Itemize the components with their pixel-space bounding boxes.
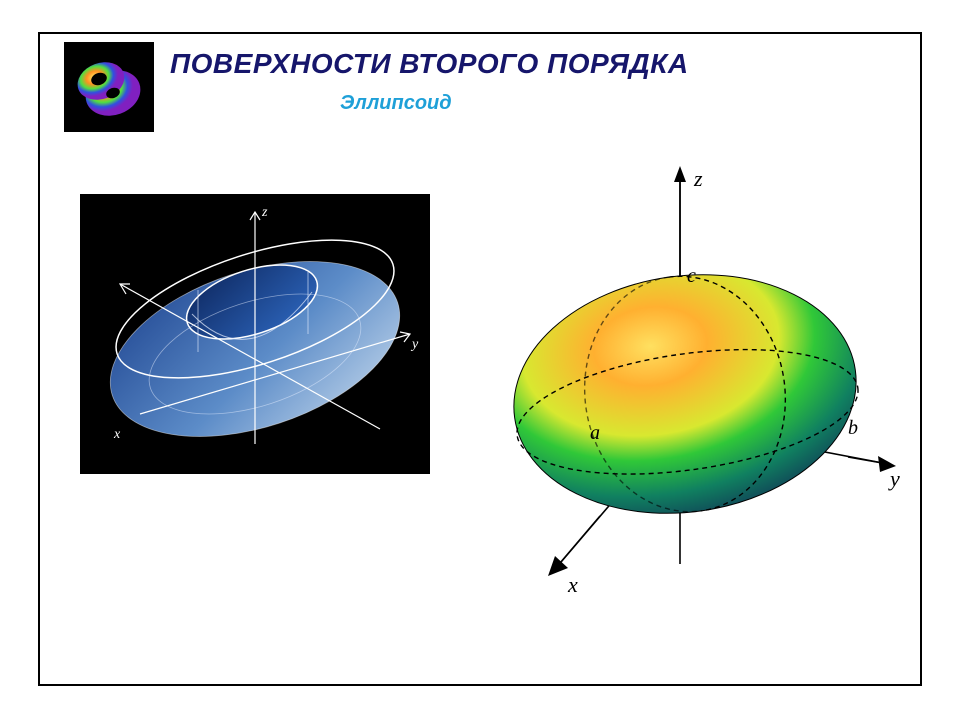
corner-logo xyxy=(64,42,154,132)
figure-left-ellipsoid-cutaway: z y x xyxy=(80,194,430,474)
left-ellipsoid-svg: z y x xyxy=(80,194,430,474)
semi-axis-label-a: a xyxy=(590,422,600,444)
slide-subtitle: Эллипсоид xyxy=(340,92,452,115)
axis-label-y: y xyxy=(410,337,419,352)
axis-label-y: y xyxy=(888,466,900,491)
slide-frame: ПОВЕРХНОСТИ ВТОРОГО ПОРЯДКА Эллипсоид xyxy=(38,32,922,686)
axis-label-x: x xyxy=(113,427,121,442)
axis-label-z: z xyxy=(693,166,703,191)
semi-axis-label-b: b xyxy=(848,417,858,439)
figure-right-ellipsoid: z y x a b c xyxy=(460,144,910,614)
axis-label-z: z xyxy=(261,205,268,220)
axis-label-x: x xyxy=(567,572,578,597)
torus-logo-svg xyxy=(69,47,149,127)
slide-title: ПОВЕРХНОСТИ ВТОРОГО ПОРЯДКА xyxy=(170,48,689,80)
right-ellipsoid-svg: z y x a b c xyxy=(460,144,910,614)
semi-axis-label-c: c xyxy=(687,265,696,287)
